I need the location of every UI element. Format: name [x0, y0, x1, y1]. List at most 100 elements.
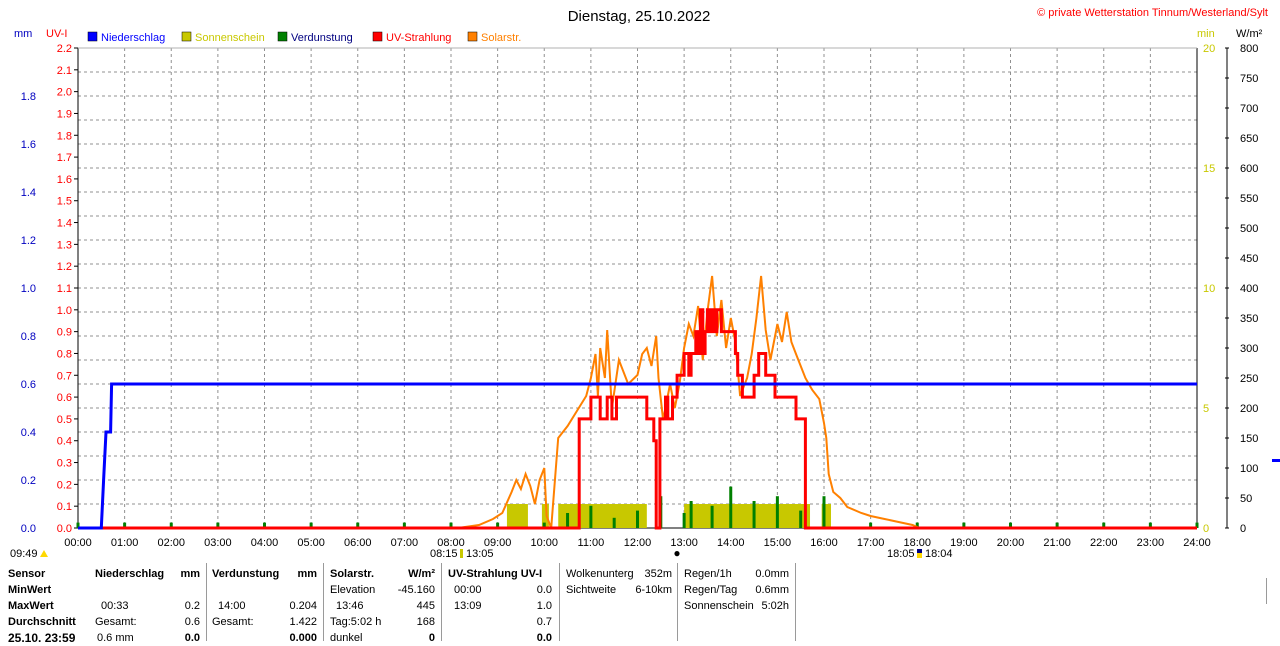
- min-tick-label: 5: [1203, 403, 1209, 415]
- uvi-tick-label: 1.8: [57, 130, 72, 142]
- verdunstung-header: Verdunstung: [212, 568, 280, 580]
- uv-min-time: 00:00: [454, 584, 482, 596]
- chart-legend: Niederschlag Sonnenschein Verdunstung UV-St…: [87, 31, 521, 44]
- sonnenschein-label: Sonnenschein: [684, 600, 754, 612]
- mm-tick-label: 0.8: [21, 331, 36, 343]
- x-tick-label: 21:00: [1043, 537, 1071, 549]
- uvi-tick-label: 0.5: [57, 414, 72, 426]
- column-divider: [441, 563, 442, 641]
- verdunstung-gesamt-label: Gesamt:: [212, 616, 254, 628]
- solar-unit: W/m²: [408, 568, 435, 580]
- min-tick-label: 20: [1203, 43, 1215, 55]
- uvi-tick-label: 1.2: [57, 261, 72, 273]
- wm2-tick-label: 600: [1240, 163, 1258, 175]
- legend-label: UV-Strahlung: [386, 32, 451, 44]
- sunset-time: 18:04: [925, 548, 953, 560]
- x-tick-label: 01:00: [111, 537, 139, 549]
- legend-label: Solarstr.: [481, 32, 521, 44]
- wm2-tick-label: 800: [1240, 43, 1258, 55]
- sunrise-marker-icon: [40, 550, 48, 557]
- row-labels: Sensor MinWert MaxWert Durchschnitt 25.1…: [8, 566, 76, 646]
- niederschlag-gesamt-label: Gesamt:: [95, 616, 137, 628]
- legend-label: Niederschlag: [101, 32, 165, 44]
- left-axis-unit-mm: mm: [14, 28, 32, 40]
- sichtweite-label: Sichtweite: [566, 584, 617, 596]
- verdunstung-max-time: 14:00: [218, 600, 246, 612]
- wm2-tick-label: 400: [1240, 283, 1258, 295]
- wm2-tick-label: 700: [1240, 103, 1258, 115]
- x-tick-label: 04:00: [251, 537, 279, 549]
- niederschlag-header: Niederschlag: [95, 568, 165, 580]
- wm2-tick-label: 50: [1240, 493, 1252, 505]
- uvi-tick-label: 0.6: [57, 392, 72, 404]
- regen-column: Regen/1h 0.0mm Regen/Tag 0.6mm Sonnenschei…: [684, 566, 789, 614]
- wm2-tick-label: 750: [1240, 73, 1258, 85]
- uvi-tick-label: 0.4: [57, 436, 72, 448]
- sichtweite-val: 6-10km: [635, 584, 672, 596]
- x-tick-label: 08:00: [437, 537, 465, 549]
- x-tick-label: 06:00: [344, 537, 372, 549]
- mm-tick-label: 1.4: [21, 187, 36, 199]
- x-tick-label: 13:00: [670, 537, 698, 549]
- uvi-tick-label: 0.1: [57, 501, 72, 513]
- sunset-start-time: 18:05: [887, 548, 915, 560]
- x-tick-label: 09:00: [484, 537, 512, 549]
- mm-tick-label: 0.0: [21, 523, 36, 535]
- uvi-tick-label: 2.2: [57, 43, 72, 55]
- solar-max-val: 445: [416, 600, 435, 612]
- row-label-avg: Durchschnitt: [8, 616, 76, 628]
- chart-grid: [78, 48, 1197, 528]
- weather-chart: Dienstag, 25.10.2022 © private Wettersta…: [10, 7, 1280, 560]
- uv-min-val: 0.0: [536, 584, 552, 596]
- x-tick-label: 19:00: [950, 537, 978, 549]
- x-tick-label: 22:00: [1090, 537, 1118, 549]
- verdunstung-last-val: 0.000: [289, 632, 317, 644]
- x-axis-tick-labels: 00:00 01:00 02:00 03:00 04:00 05:00 06:00 07:00…: [64, 537, 1211, 549]
- sunshine-bar: [541, 504, 549, 528]
- right-axis-unit-min: min: [1197, 28, 1215, 40]
- x-tick-label: 05:00: [297, 537, 325, 549]
- wm2-tick-label: 650: [1240, 133, 1258, 145]
- uvi-tick-label: 1.1: [57, 283, 72, 295]
- verdunstung-max-val: 0.204: [289, 600, 317, 612]
- column-divider: [559, 563, 560, 641]
- series-line-niederschlag: [78, 382, 1197, 530]
- verdunstung-gesamt-val: 1.422: [289, 616, 317, 628]
- uvi-tick-label: 2.0: [57, 87, 72, 99]
- uvi-tick-label: 1.7: [57, 152, 72, 164]
- chart-axes: 0.0 0.1 0.2 0.3 0.4 0.5 0.6 0.7 0.8 0.9 1.0 1.1 1.2 1…: [21, 43, 1259, 535]
- x-tick-label: 11:00: [578, 537, 605, 549]
- mm-tick-label: 0.6: [21, 379, 36, 391]
- wm2-tick-label: 350: [1240, 313, 1258, 325]
- column-divider: [323, 563, 324, 641]
- uvi-tick-label: 1.3: [57, 239, 72, 251]
- copyright-text: © private Wetterstation Tinnum/Westerlan…: [1037, 7, 1268, 19]
- min-tick-label: 0: [1203, 523, 1209, 535]
- legend-swatch: [372, 31, 383, 42]
- solar-elev-label: Elevation: [330, 584, 376, 596]
- x-tick-label: 23:00: [1137, 537, 1165, 549]
- niederschlag-last-val: 0.0: [184, 632, 200, 644]
- uvi-tick-label: 2.1: [57, 65, 72, 77]
- wm2-tick-label: 500: [1240, 223, 1258, 235]
- solar-tag-label: Tag:5:02 h: [330, 616, 382, 628]
- right-edge-marker: [1272, 459, 1280, 462]
- uvi-tick-label: 1.4: [57, 218, 72, 230]
- wm2-tick-label: 250: [1240, 373, 1258, 385]
- verdunstung-column: Verdunstung mm 14:00 0.204 Gesamt: 1.422 0.…: [212, 566, 317, 646]
- sunshine-bar: [684, 504, 811, 528]
- column-divider: [795, 563, 796, 641]
- uvi-tick-label: 0.0: [57, 523, 72, 535]
- uvi-tick-label: 0.9: [57, 327, 72, 339]
- min-tick-label: 15: [1203, 163, 1215, 175]
- regen-1h-val: 0.0mm: [755, 568, 789, 580]
- legend-label: Sonnenschein: [195, 32, 265, 44]
- min-tick-label: 10: [1203, 283, 1215, 295]
- solar-tag-val: 168: [416, 616, 435, 628]
- solar-header: Solarstr.: [330, 568, 375, 580]
- left-axis-unit-uvi: UV-I: [46, 28, 67, 40]
- chart-series: [76, 275, 1199, 530]
- row-label-max: MaxWert: [8, 600, 54, 612]
- uvi-tick-label: 0.7: [57, 370, 72, 382]
- uv-header: UV-Strahlung UV-I: [448, 568, 543, 580]
